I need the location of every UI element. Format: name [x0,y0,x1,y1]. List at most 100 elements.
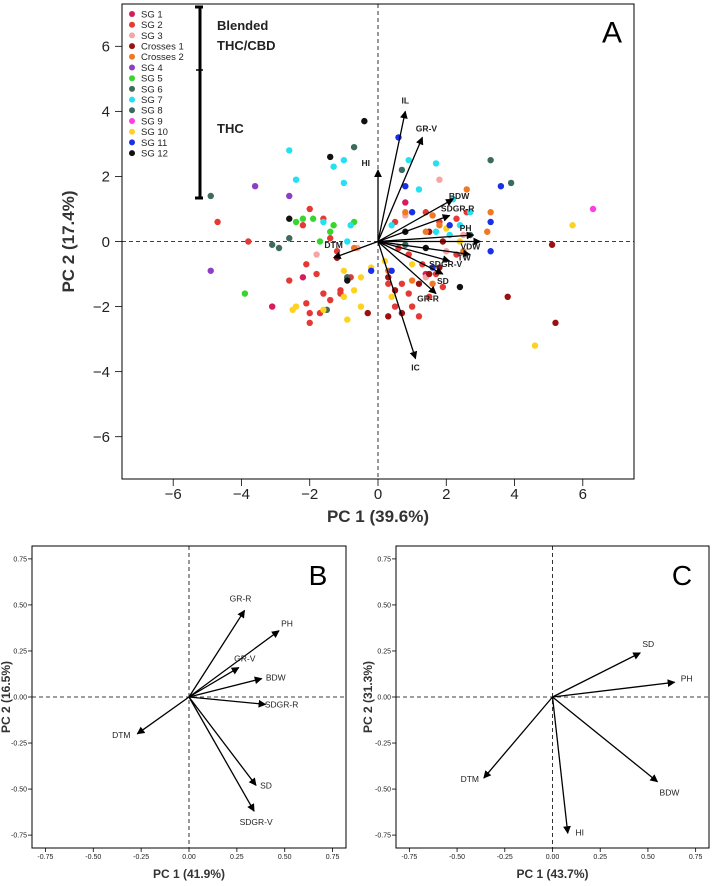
x-tick-label: −6 [165,486,182,503]
panel-letter: C [672,560,692,591]
point-sg-7 [330,163,337,170]
point-sg-3 [436,176,443,183]
legend-label-sg-4: SG 4 [141,63,163,74]
point-sg-7 [466,209,474,216]
point-sg-5 [309,215,317,222]
vector-label-il: IL [402,95,410,105]
vector-label-hi: HI [576,827,585,837]
point-sg-2 [245,238,252,245]
vector-label-gr-v: GR-V [416,123,438,133]
point-sg-5 [241,290,249,297]
point-sg-2 [391,303,399,310]
y-tick-label: 0.50 [13,602,27,609]
point-crosses-2 [429,280,436,287]
x-tick-label: 0.00 [182,854,196,861]
panel-letter: B [309,560,328,591]
legend-label-crosses-1: Crosses 1 [141,42,184,53]
point-crosses-1 [504,293,511,301]
y-tick-label: −6 [93,429,110,446]
point-sg-11 [408,209,416,216]
point-sg-10 [289,306,296,314]
legend-marker-crosses-2 [129,53,135,60]
point-sg-10 [531,342,539,349]
point-sg-7 [388,222,395,229]
point-sg-11 [367,267,375,274]
point-crosses-2 [402,209,409,216]
x-tick-label: -0.25 [133,854,149,861]
legend-group-thc: THC [217,121,244,136]
vector-sd [377,240,444,275]
vector-sdgr-r [188,696,267,708]
y-tick-label: -0.75 [11,833,27,840]
vector-hi [551,696,571,835]
y-tick-label: -0.25 [375,740,391,747]
point-crosses-1 [415,280,423,287]
legend-label-sg-5: SG 5 [141,74,163,85]
point-sg-2 [303,261,310,268]
legend-label-sg-3: SG 3 [141,31,163,42]
point-sg-2 [453,215,460,222]
point-sg-5 [299,215,307,222]
point-crosses-2 [422,228,429,235]
panel-a: −6 −4 −2 0 2 4 6 −6 −4 −2 0 2 4 6 PC 1 (39.6%) PC 2 (17… [59,3,635,526]
x-tick-label: 0.75 [326,854,340,861]
legend-marker-sg-2 [129,21,135,28]
x-tick-label: 0.25 [230,854,244,861]
point-sg-11 [487,218,494,226]
vector-label-bdw: BDW [449,191,470,201]
y-axis-label: PC 2 (31.3%) [361,661,375,733]
point-sg-6 [207,192,214,200]
legend-marker-sg-9 [129,118,135,124]
point-crosses-1 [548,241,556,248]
point-sg-7 [292,176,300,183]
point-sg-5 [330,222,337,229]
y-tick-label: 0.75 [377,556,391,563]
point-sg-2 [398,280,406,287]
point-sg-2 [426,293,433,301]
y-tick-label: -0.50 [375,787,391,794]
y-tick-label: 0.00 [13,694,27,701]
vector-gr-r [188,609,246,698]
x-tick-label: -0.25 [497,854,513,861]
point-crosses-2 [463,186,470,193]
vector-label-gr-r: GR-R [417,294,439,304]
vector-label-hi: HI [362,158,371,168]
vector-sd [188,696,257,787]
vector-label-vdw: VDW [460,242,481,252]
vector-label-gr-r: GR-R [230,593,252,603]
vector-ic [377,241,418,360]
point-sg-7 [286,147,293,154]
vector-bdw [377,198,454,243]
x-tick-label: −2 [301,486,318,503]
point-sg-2 [306,205,313,213]
point-sg-2 [320,290,327,297]
point-crosses-1 [552,319,559,327]
point-sg-12 [286,215,293,222]
point-sg-2 [385,280,392,287]
y-tick-label: 0.25 [13,648,27,655]
legend-label-sg-1: SG 1 [141,9,163,20]
vector-gr-v [188,666,240,698]
vector-label-dtm: DTM [112,730,130,740]
y-tick-label: -0.75 [375,833,391,840]
legend-label-sg-2: SG 2 [141,20,163,31]
point-crosses-1 [385,313,392,320]
point-sg-12 [344,277,351,284]
vector-label-ic: IC [411,363,420,373]
vector-gr-r [377,241,437,295]
point-sg-11 [497,182,505,190]
point-sg-11 [446,222,453,229]
point-sg-8 [350,143,358,151]
y-tick-label: 4 [102,104,110,121]
legend-marker-sg-7 [129,96,135,103]
point-sg-7 [405,156,412,164]
point-sg-2 [415,313,423,320]
vector-il [377,110,408,242]
point-sg-2 [286,277,293,284]
point-sg-2 [313,270,320,278]
x-tick-label: 0 [374,486,382,503]
vector-label-ph: PH [681,673,693,683]
point-sg-7 [344,238,351,245]
point-sg-2 [408,303,416,310]
point-crosses-2 [484,228,491,235]
